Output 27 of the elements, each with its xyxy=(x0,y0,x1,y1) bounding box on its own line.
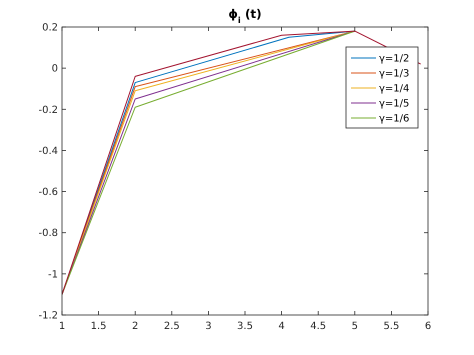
y-tick-label: -1.2 xyxy=(38,310,58,322)
y-tick-label: 0 xyxy=(52,64,58,75)
line-series xyxy=(62,30,422,295)
x-tick-label: 1 xyxy=(58,321,66,332)
legend-label: γ=1/6 xyxy=(379,114,410,124)
chart-title: ϕ$_{i}$ (t) xyxy=(228,7,262,25)
x-tick-label: 5.5 xyxy=(383,321,400,332)
y-tick-label: -0.2 xyxy=(38,104,58,116)
x-tick-label: 1.5 xyxy=(90,321,107,332)
x-tick-label: 2.5 xyxy=(164,321,180,332)
y-tick-label: -0.6 xyxy=(38,187,58,198)
y-tick-label: -1 xyxy=(48,269,58,280)
line-series xyxy=(62,30,356,295)
y-tick-label: 0.2 xyxy=(42,22,58,34)
x-tick-label: 3.5 xyxy=(237,321,253,332)
y-tick-label: -0.8 xyxy=(38,228,58,240)
x-tick-label: 2 xyxy=(132,321,138,332)
legend-label: γ=1/2 xyxy=(379,54,410,64)
legend-label: γ=1/3 xyxy=(379,68,410,80)
x-tick-label: 3 xyxy=(205,321,212,332)
y-tick-label: -0.4 xyxy=(38,146,58,157)
x-tick-label: 4 xyxy=(278,321,285,332)
legend-label: γ=1/5 xyxy=(379,98,410,110)
x-tick-label: 4.5 xyxy=(310,321,326,332)
x-tick-label: 5 xyxy=(352,321,358,332)
legend-label: γ=1/4 xyxy=(379,84,410,94)
x-tick-label: 6 xyxy=(424,321,432,332)
